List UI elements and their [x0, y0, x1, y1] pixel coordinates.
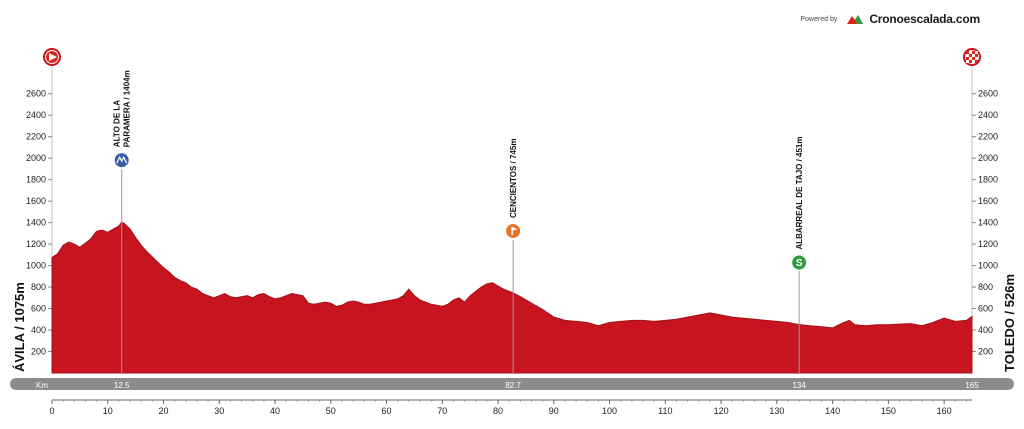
x-tick-label: 0 — [49, 406, 54, 416]
y-axis-right: 200 400 600 800 1000 1200 1400 1600 1800 2000 2200… — [972, 89, 998, 357]
y-tick-label-right: 2200 — [978, 132, 998, 142]
distance-bar-climb-labels: 12.5 82.7 134 — [114, 381, 806, 390]
y-tick-label-left: 1000 — [26, 261, 46, 271]
x-tick-label: 110 — [658, 406, 672, 416]
y-tick-label-left: 1800 — [26, 175, 46, 185]
climb-name: CENCIENTOS / 745m — [509, 139, 518, 218]
y-tick-label-right: 400 — [978, 325, 993, 335]
x-axis: 0 10 20 30 40 50 60 70 80 90 100 110 120 130 140 150 160 — [49, 400, 967, 416]
x-tick-label: 100 — [602, 406, 617, 416]
climb-name: ALBARREAL DE TAJO / 451m — [795, 136, 804, 249]
start-location-label: ÁVILA / 1075m — [12, 282, 27, 372]
y-tick-label-right: 1800 — [978, 175, 998, 185]
mountain-logo-icon — [847, 15, 864, 24]
finish-flag-icon — [963, 48, 981, 66]
distance-bar-end-label: 165 — [965, 381, 979, 390]
brand-name: Cronoescalada.com — [869, 12, 980, 26]
y-tick-label-right: 2000 — [978, 153, 998, 163]
y-tick-label-right: 1000 — [978, 261, 998, 271]
climb-km-label: 82.7 — [505, 381, 521, 390]
climb-km-label: 12.5 — [114, 381, 130, 390]
branding: Powered by Cronoescalada.com — [800, 12, 980, 26]
x-tick-label: 60 — [382, 406, 392, 416]
y-tick-label-right: 1400 — [978, 218, 998, 228]
x-tick-label: 130 — [769, 406, 784, 416]
y-tick-label-left: 800 — [31, 282, 46, 292]
y-tick-label-left: 1400 — [26, 218, 46, 228]
y-tick-label-left: 2400 — [26, 110, 46, 120]
x-tick-label: 160 — [937, 406, 952, 416]
x-tick-label: 150 — [881, 406, 896, 416]
y-tick-label-right: 1600 — [978, 196, 998, 206]
category-3-climb-icon — [112, 151, 131, 170]
climb-km-label: 134 — [792, 381, 806, 390]
climb-name: ALTO DE LA — [113, 100, 122, 147]
y-tick-label-left: 600 — [31, 304, 46, 314]
start-icon — [43, 48, 61, 66]
x-tick-label: 40 — [270, 406, 280, 416]
x-tick-label: 90 — [549, 406, 559, 416]
y-tick-label-left: 2200 — [26, 132, 46, 142]
elevation-area-texture — [51, 229, 973, 341]
y-tick-label-right: 1200 — [978, 239, 998, 249]
y-tick-label-left: 200 — [31, 347, 46, 357]
distance-bar — [10, 378, 1014, 390]
x-tick-label: 70 — [437, 406, 447, 416]
svg-text:S: S — [796, 258, 803, 269]
y-tick-label-right: 200 — [978, 347, 993, 357]
y-tick-label-left: 2600 — [26, 89, 46, 99]
powered-by-text: Powered by — [800, 15, 838, 23]
elevation-area — [51, 221, 973, 374]
y-tick-label-right: 600 — [978, 304, 993, 314]
finish-location-label: TOLEDO / 526m — [1002, 274, 1017, 372]
x-tick-label: 20 — [159, 406, 169, 416]
x-tick-label: 50 — [326, 406, 336, 416]
distance-bar-km-label: Km — [36, 381, 48, 390]
y-tick-label-right: 2600 — [978, 89, 998, 99]
x-tick-label: 10 — [103, 406, 113, 416]
y-tick-label-left: 400 — [31, 325, 46, 335]
intermediate-point-icon — [504, 221, 523, 240]
x-tick-label: 140 — [825, 406, 840, 416]
x-tick-label: 30 — [214, 406, 224, 416]
y-tick-label-left: 1200 — [26, 239, 46, 249]
y-tick-label-left: 2000 — [26, 153, 46, 163]
x-tick-label: 120 — [714, 406, 729, 416]
x-tick-label: 80 — [493, 406, 503, 416]
y-tick-label-left: 1600 — [26, 196, 46, 206]
y-tick-label-right: 800 — [978, 282, 993, 292]
y-tick-label-right: 2400 — [978, 110, 998, 120]
y-axis-left: 200 400 600 800 1000 1200 1400 1600 1800 2000 2200… — [26, 89, 52, 357]
sprint-icon: S — [790, 253, 809, 272]
climb-name: PARAMERA / 1404m — [123, 70, 132, 147]
climb-markers: ALTO DE LA PARAMERA / 1404m CENCIENTOS / 7… — [112, 70, 809, 373]
